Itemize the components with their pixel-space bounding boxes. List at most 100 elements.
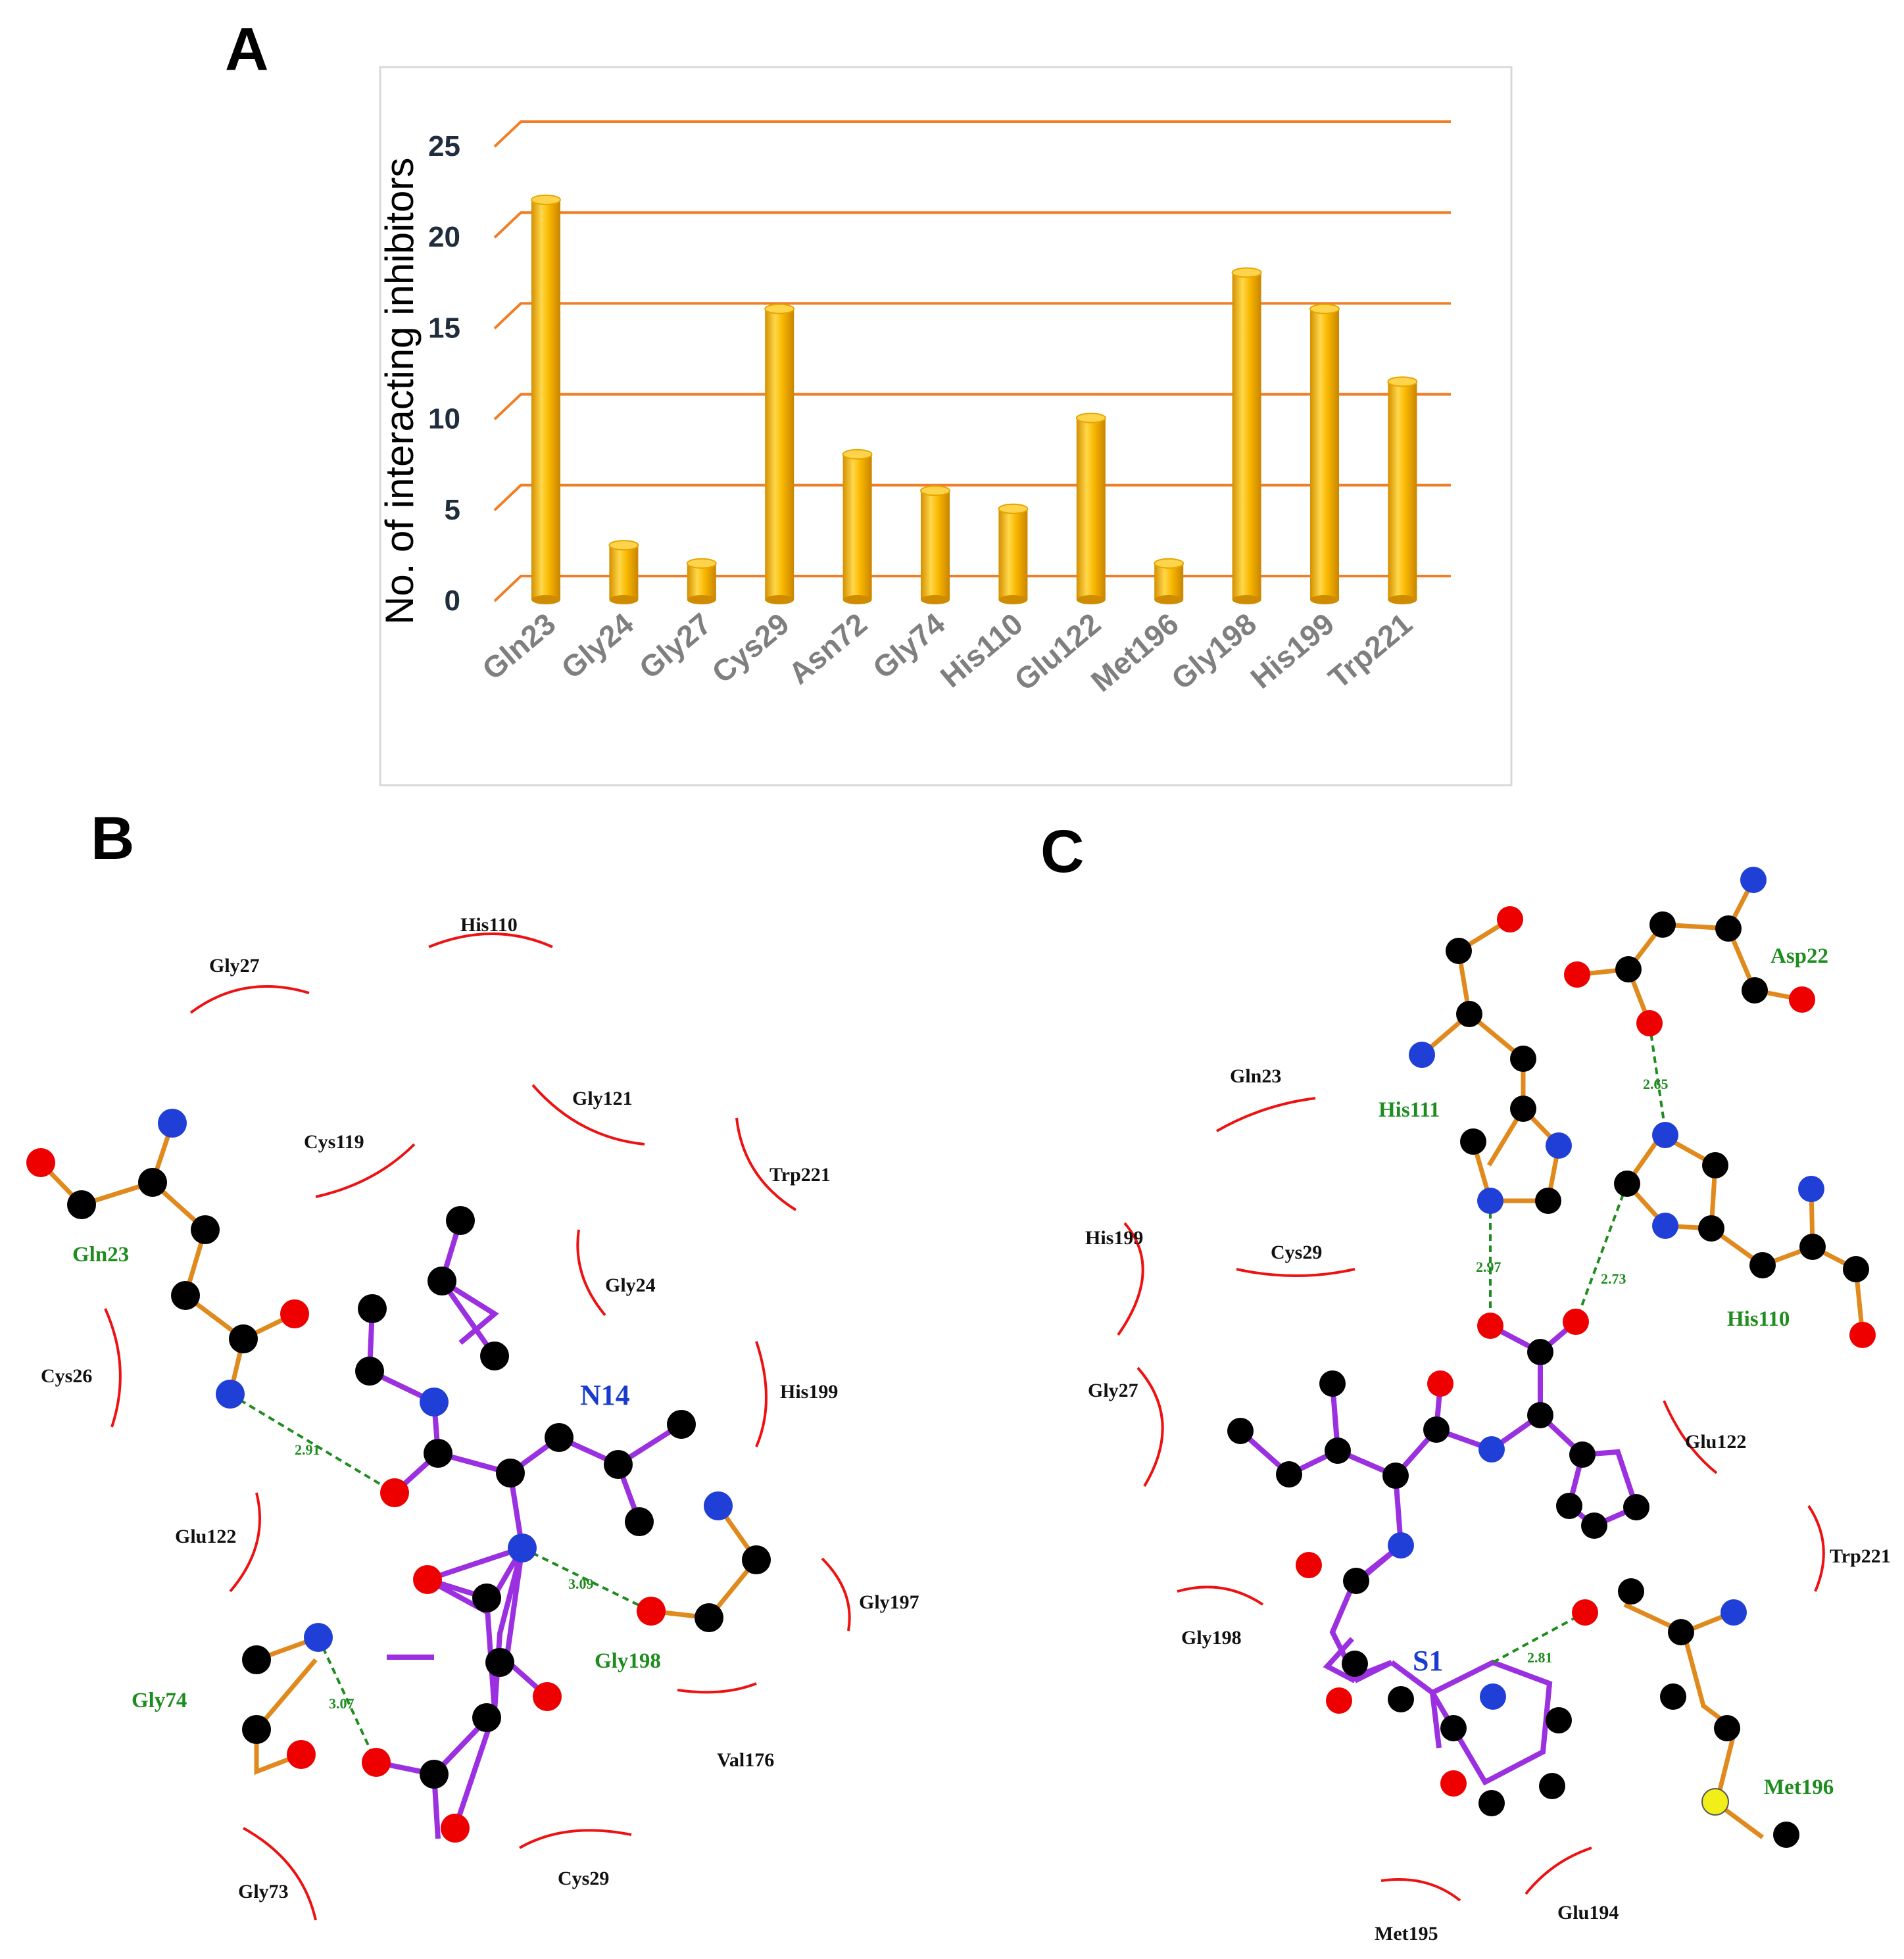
oxygen-atom xyxy=(637,1597,666,1626)
carbon-atom xyxy=(1714,1715,1740,1741)
carbon-atom xyxy=(138,1168,167,1197)
residue-label: Gly121 xyxy=(572,1088,633,1109)
oxygen-atom xyxy=(1296,1552,1322,1578)
carbon-atom xyxy=(485,1648,514,1677)
residue-label: His199 xyxy=(780,1381,838,1403)
bar-base xyxy=(765,595,794,604)
distance-label: 3.09 xyxy=(568,1576,594,1592)
hydrophobic-arc xyxy=(755,1341,768,1447)
residue-label: Gln23 xyxy=(1230,1065,1281,1087)
bar-body xyxy=(921,491,950,600)
oxygen-atom xyxy=(1636,1010,1663,1036)
carbon-atom xyxy=(472,1584,501,1612)
nitrogen-atom xyxy=(1480,1683,1506,1710)
panel-c-letter: C xyxy=(1040,818,1084,885)
y-axis-label: No. of interacting inhibitors xyxy=(378,158,422,625)
distance-label: 3.07 xyxy=(329,1695,354,1712)
hydrophobic-arc xyxy=(576,1229,606,1317)
carbon-atom xyxy=(1742,977,1768,1004)
carbon-atom xyxy=(1527,1402,1553,1428)
hbond-residue-label: Gly198 xyxy=(595,1649,661,1673)
hbond-residue-label: His110 xyxy=(1727,1307,1790,1331)
gridline xyxy=(493,302,1451,329)
carbon-atom xyxy=(1446,938,1472,964)
hydrophobic-arc xyxy=(1216,1097,1316,1132)
carbon-atom xyxy=(1556,1493,1582,1519)
nitrogen-atom xyxy=(1652,1213,1678,1239)
nitrogen-atom xyxy=(1409,1042,1435,1068)
panel-b-diagram: His110 Gly27 Gly121 Cys119 Trp221 Gly24 … xyxy=(26,914,919,1921)
nitrogen-atom xyxy=(304,1623,333,1652)
residue-label: Gly27 xyxy=(1088,1380,1138,1401)
panel-c-diagram: Gln23 His199 Cys29 Gly27 Glu122 Trp221 G… xyxy=(1085,867,1891,1945)
bar-base xyxy=(842,595,872,604)
panel-a-letter: A xyxy=(225,16,268,83)
carbon-atom xyxy=(424,1439,452,1468)
bar xyxy=(1309,303,1340,604)
oxygen-atom xyxy=(1477,1313,1503,1339)
carbon-atom xyxy=(1227,1418,1254,1444)
carbon-atom xyxy=(695,1603,723,1632)
carbon-atom xyxy=(1343,1568,1369,1594)
carbon-atom xyxy=(1668,1619,1694,1645)
bar xyxy=(920,485,950,604)
carbon-atom xyxy=(1773,1822,1799,1848)
bar xyxy=(1387,376,1418,604)
bar xyxy=(531,194,561,604)
oxygen-atom xyxy=(362,1748,391,1777)
ligand-label: S1 xyxy=(1413,1645,1443,1677)
hydrophobic-arc xyxy=(1117,1222,1144,1336)
hydrophobic-arc xyxy=(428,932,553,948)
carbon-atom xyxy=(1319,1370,1346,1397)
hydrophobic-arcs xyxy=(104,932,851,1921)
atoms xyxy=(26,1109,771,1843)
carbon-atom xyxy=(496,1459,525,1487)
residue-label: Gly198 xyxy=(1181,1627,1242,1649)
bar-body xyxy=(1232,272,1261,600)
panel-b-letter: B xyxy=(91,805,134,872)
bar-cap xyxy=(1231,267,1262,278)
residue-label: Met195 xyxy=(1375,1923,1438,1945)
carbon-atom xyxy=(1342,1651,1368,1677)
hydrophobic-arc xyxy=(189,985,310,1014)
hydrophobic-arc xyxy=(104,1308,122,1428)
bar-body xyxy=(842,454,872,600)
bar-cap xyxy=(686,558,717,569)
oxygen-atom xyxy=(533,1682,562,1711)
y-tick-label: 25 xyxy=(428,130,460,162)
nitrogen-atom xyxy=(1740,867,1767,893)
bar-base xyxy=(531,595,560,604)
nitrogen-atom xyxy=(1546,1132,1572,1159)
bar-body xyxy=(1154,563,1184,600)
hydrophobic-arc xyxy=(1136,1366,1164,1487)
hydrophobic-arc xyxy=(735,1117,797,1211)
carbon-atom xyxy=(1440,1715,1467,1741)
bar-cap xyxy=(842,448,873,460)
bar-cap xyxy=(1309,303,1340,314)
carbon-atom xyxy=(742,1545,771,1574)
oxygen-atom xyxy=(1849,1322,1876,1348)
bar-cap xyxy=(998,503,1029,514)
residue-label: Cys29 xyxy=(558,1868,609,1889)
carbon-atom xyxy=(604,1450,633,1479)
carbon-atom xyxy=(1749,1252,1776,1278)
residue-label: Cys119 xyxy=(304,1131,364,1153)
bar-cap xyxy=(1154,558,1184,569)
y-tick-label: 15 xyxy=(428,312,460,344)
carbon-atom xyxy=(1615,956,1642,982)
bar-cap xyxy=(531,194,561,205)
nitrogen-atom xyxy=(704,1491,733,1520)
carbon-atom xyxy=(472,1703,501,1732)
nitrogen-atom xyxy=(1478,1436,1505,1463)
nitrogen-atom xyxy=(420,1388,449,1416)
bar-cap xyxy=(1387,376,1418,387)
residue-label: Glu122 xyxy=(175,1526,236,1547)
carbon-atom xyxy=(1460,1128,1486,1155)
bar-body xyxy=(998,508,1028,600)
hydrophobic-arc xyxy=(243,1827,317,1921)
y-tick-labels: 0 5 10 15 20 25 xyxy=(428,130,460,617)
bar-base xyxy=(1076,595,1106,604)
carbon-atom xyxy=(1618,1578,1644,1605)
nitrogen-atom xyxy=(1721,1599,1747,1626)
